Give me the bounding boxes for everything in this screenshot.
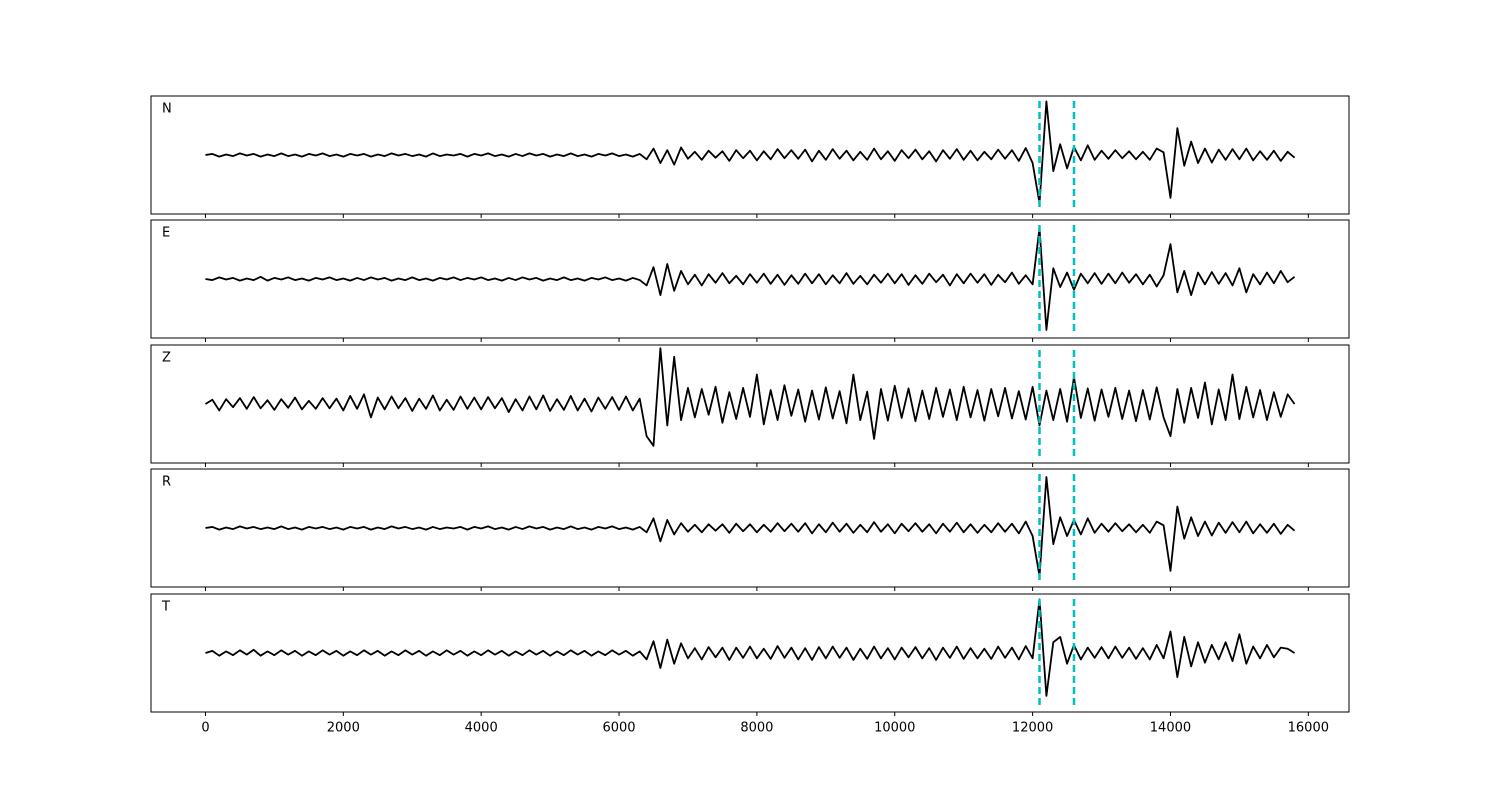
panel-frame (150, 95, 1350, 215)
panel-label: N (162, 102, 172, 117)
x-tick-label: 8000 (740, 721, 773, 736)
panel-label: Z (162, 351, 171, 366)
waveform (205, 100, 1296, 205)
x-tick-label: 2000 (327, 721, 360, 736)
panel-frame (150, 593, 1350, 713)
panel-frame (150, 468, 1350, 588)
waveform (204, 347, 1296, 447)
x-tick-label: 14000 (1150, 721, 1191, 736)
panel-label: E (162, 226, 170, 241)
x-tick-label: 4000 (465, 721, 498, 736)
panel-frame (150, 219, 1350, 339)
x-tick-label: 10000 (874, 721, 915, 736)
waveform (205, 598, 1296, 697)
panel-frame (150, 344, 1350, 464)
x-tick-label: 16000 (1288, 721, 1329, 736)
panel-label: R (162, 475, 171, 490)
waveform (205, 227, 1296, 331)
x-tick-label: 6000 (602, 721, 635, 736)
x-tick-label: 0 (201, 721, 209, 736)
waveform (205, 476, 1296, 578)
x-tick-label: 12000 (1012, 721, 1053, 736)
panel-label: T (161, 600, 170, 615)
